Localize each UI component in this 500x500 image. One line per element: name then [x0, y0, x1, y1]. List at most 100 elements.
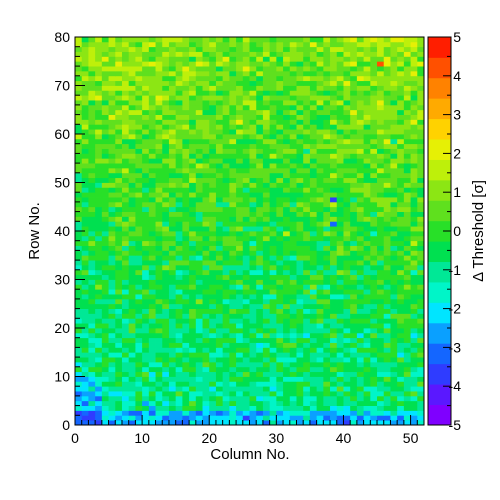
heatmap-cell — [336, 337, 344, 343]
heatmap-cell — [303, 250, 311, 256]
heatmap-cell — [336, 187, 344, 193]
heatmap-cell — [316, 124, 324, 130]
heatmap-cell — [256, 260, 264, 266]
heatmap-cell — [390, 153, 398, 159]
heatmap-cell — [390, 95, 398, 101]
heatmap-cell — [222, 95, 230, 101]
heatmap-cell — [343, 138, 351, 145]
heatmap-cell — [390, 41, 398, 48]
heatmap-cell — [108, 255, 116, 261]
heatmap-cell — [189, 231, 197, 237]
heatmap-cell — [323, 206, 331, 212]
heatmap-cell — [256, 51, 264, 57]
heatmap-cell — [101, 420, 109, 426]
heatmap-cell — [121, 420, 130, 426]
heatmap-cell — [403, 405, 411, 411]
heatmap-cell — [101, 95, 109, 101]
heatmap-cell — [249, 37, 257, 43]
heatmap-cell — [142, 420, 150, 426]
heatmap-cell — [397, 240, 405, 246]
heatmap-cell — [236, 100, 244, 106]
heatmap-cell — [128, 328, 136, 334]
heatmap-cell — [363, 337, 371, 343]
heatmap-cell — [168, 371, 177, 377]
heatmap-cell — [262, 328, 271, 334]
heatmap-cell — [175, 56, 183, 62]
heatmap-cell — [262, 211, 271, 217]
heatmap-cell — [148, 410, 156, 416]
heatmap-cell — [370, 371, 378, 377]
heatmap-cell — [215, 231, 224, 237]
heatmap-cell — [81, 216, 89, 222]
heatmap-cell — [262, 148, 271, 154]
heatmap-cell — [356, 274, 364, 280]
heatmap-cell — [182, 197, 190, 203]
heatmap-cell — [215, 245, 224, 251]
heatmap-cell — [403, 250, 411, 256]
heatmap-cell — [336, 376, 344, 382]
heatmap-cell — [215, 284, 224, 290]
heatmap-cell — [182, 114, 190, 120]
heatmap-cell — [242, 75, 250, 82]
heatmap-cell — [289, 90, 297, 96]
heatmap-cell — [249, 410, 257, 416]
heatmap-cell — [403, 361, 411, 368]
heatmap-cell — [168, 51, 177, 57]
heatmap-cell — [128, 289, 136, 295]
heatmap-cell — [75, 313, 83, 319]
heatmap-cell — [236, 332, 244, 339]
heatmap-cell — [377, 177, 385, 183]
heatmap-cell — [162, 206, 170, 212]
heatmap-cell — [296, 313, 304, 319]
heatmap-cell — [336, 381, 344, 387]
heatmap-cell — [142, 415, 150, 421]
heatmap-cell — [128, 303, 136, 309]
heatmap-cell — [262, 95, 271, 101]
heatmap-cell — [269, 37, 277, 43]
heatmap-cell — [397, 332, 405, 339]
heatmap-cell — [350, 337, 358, 343]
heatmap-cell — [215, 41, 224, 48]
x-axis-label: Column No. — [210, 446, 289, 463]
heatmap-cell — [195, 90, 203, 96]
heatmap-cell — [155, 182, 163, 188]
heatmap-cell — [222, 192, 230, 198]
heatmap-cell — [323, 400, 331, 406]
heatmap-cell — [182, 400, 190, 406]
heatmap-cell — [209, 347, 217, 353]
heatmap-cell — [323, 405, 331, 411]
heatmap-cell — [195, 66, 203, 72]
heatmap-cell — [88, 371, 96, 377]
heatmap-cell — [323, 211, 331, 217]
heatmap-cell — [209, 240, 217, 246]
heatmap-cell — [276, 342, 284, 348]
heatmap-cell — [135, 201, 143, 208]
heatmap-cell — [343, 163, 351, 169]
heatmap-cell — [135, 216, 143, 222]
heatmap-cell — [397, 119, 405, 125]
heatmap-cell — [283, 269, 291, 276]
heatmap-cell — [101, 56, 109, 62]
heatmap-cell — [323, 240, 331, 246]
heatmap-cell — [390, 37, 398, 43]
heatmap-cell — [135, 391, 143, 397]
heatmap-cell — [390, 172, 398, 179]
heatmap-cell — [383, 109, 391, 115]
heatmap-cell — [323, 109, 331, 115]
heatmap-cell — [323, 318, 331, 324]
heatmap-cell — [417, 119, 425, 125]
heatmap-cell — [95, 342, 103, 348]
heatmap-cell — [142, 206, 150, 212]
heatmap-cell — [296, 56, 304, 62]
heatmap-cell — [155, 66, 163, 72]
heatmap-cell — [276, 337, 284, 343]
heatmap-cell — [303, 420, 311, 426]
heatmap-cell — [276, 269, 284, 276]
heatmap-cell — [330, 75, 338, 82]
heatmap-cell — [303, 134, 311, 140]
heatmap-cell — [249, 260, 257, 266]
palette-swatch — [428, 159, 451, 181]
heatmap-cell — [249, 279, 257, 285]
heatmap-cell — [202, 371, 210, 377]
heatmap-cell — [215, 410, 224, 416]
